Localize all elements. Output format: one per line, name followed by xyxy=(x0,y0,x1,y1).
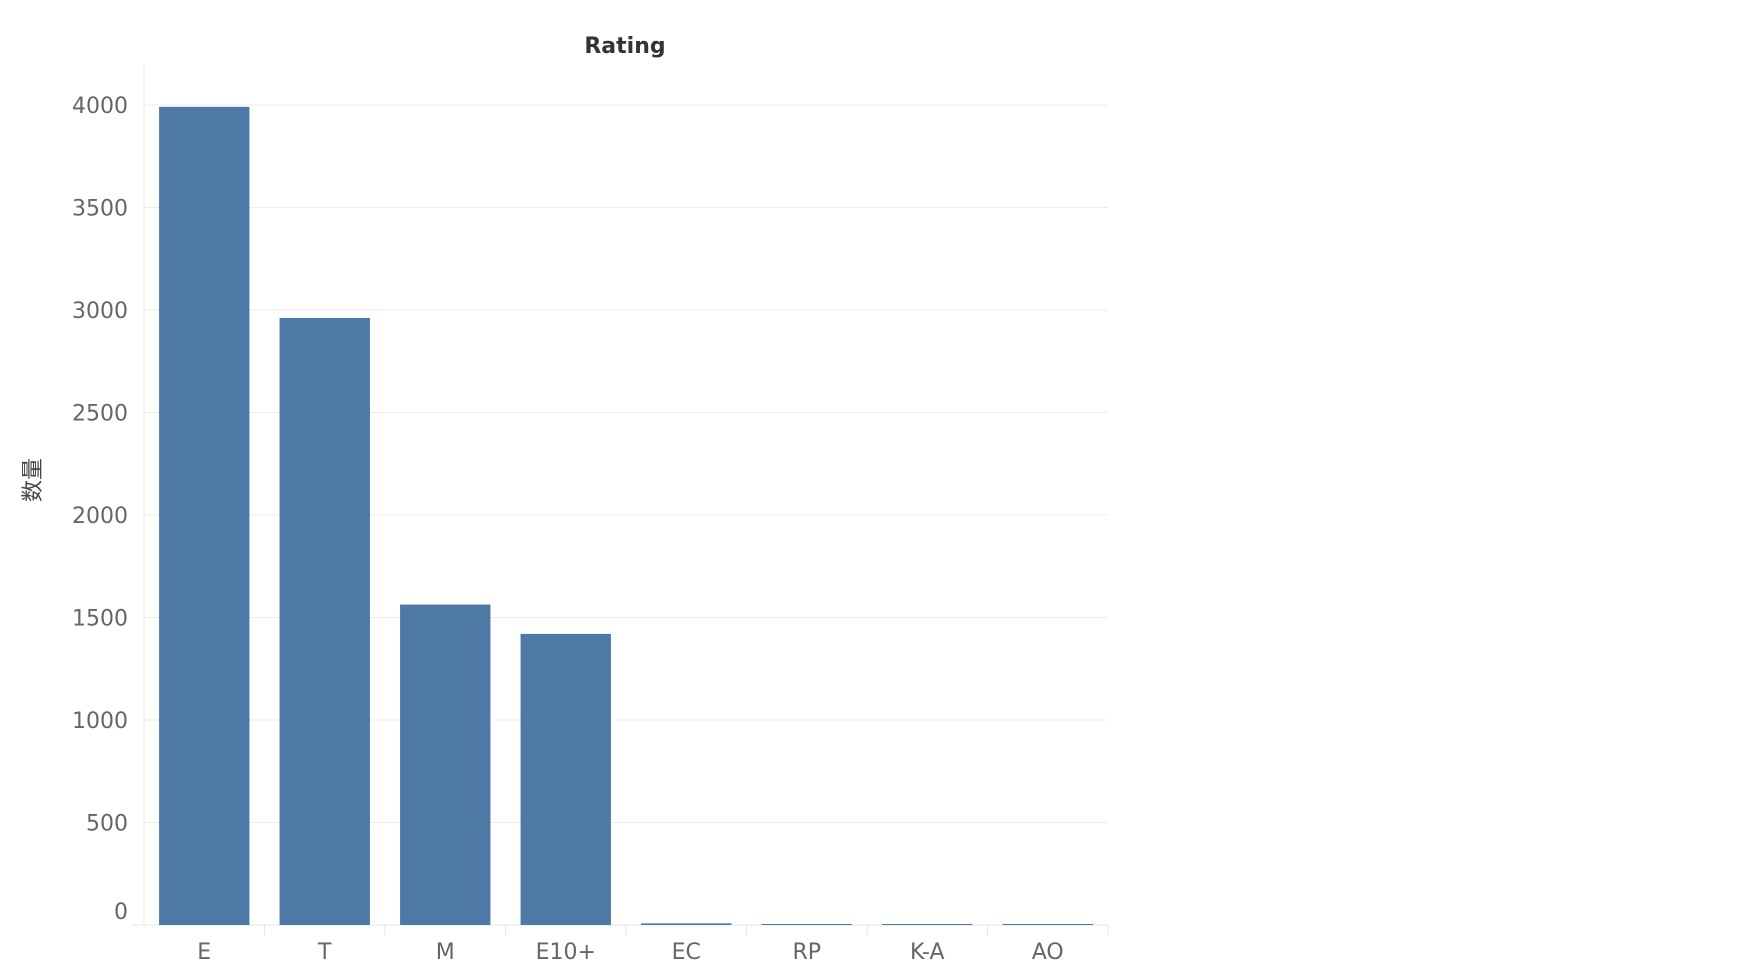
x-tick-labels: E T M E10+ EC RP K-A AO xyxy=(197,940,1063,965)
bar-ec[interactable] xyxy=(641,923,732,925)
x-tick-label: AO xyxy=(1032,940,1064,965)
x-tick-label: E xyxy=(197,940,211,965)
x-tick-label: T xyxy=(317,940,332,965)
y-tick-labels: 0 500 1000 1500 2000 2500 3000 3500 4000 xyxy=(72,94,128,925)
y-axis-label: 数量 xyxy=(21,458,46,502)
bar-t[interactable] xyxy=(279,317,370,925)
bar-e10-[interactable] xyxy=(520,633,611,925)
bar-k-a[interactable] xyxy=(882,924,973,925)
chart-title: Rating xyxy=(584,34,665,59)
grid-layer xyxy=(132,65,1109,935)
x-tick-label: EC xyxy=(672,940,701,965)
bars-layer xyxy=(159,106,1093,926)
y-tick-label: 2500 xyxy=(72,402,128,427)
bar-m[interactable] xyxy=(400,604,491,925)
x-tick-label: RP xyxy=(792,940,821,965)
bar-rp[interactable] xyxy=(761,924,852,925)
bar-ao[interactable] xyxy=(1002,924,1093,925)
y-tick-label: 1500 xyxy=(72,607,128,632)
y-tick-label: 4000 xyxy=(72,94,128,119)
bar-e[interactable] xyxy=(159,106,250,926)
y-tick-label: 1000 xyxy=(72,709,128,734)
y-tick-label: 500 xyxy=(86,812,128,837)
y-tick-label: 0 xyxy=(114,900,128,925)
x-tick-label: M xyxy=(436,940,455,965)
x-tick-label: E10+ xyxy=(536,940,596,965)
x-tick-label: K-A xyxy=(910,940,945,965)
y-tick-label: 2000 xyxy=(72,504,128,529)
y-tick-label: 3000 xyxy=(72,299,128,324)
y-tick-label: 3500 xyxy=(72,197,128,222)
